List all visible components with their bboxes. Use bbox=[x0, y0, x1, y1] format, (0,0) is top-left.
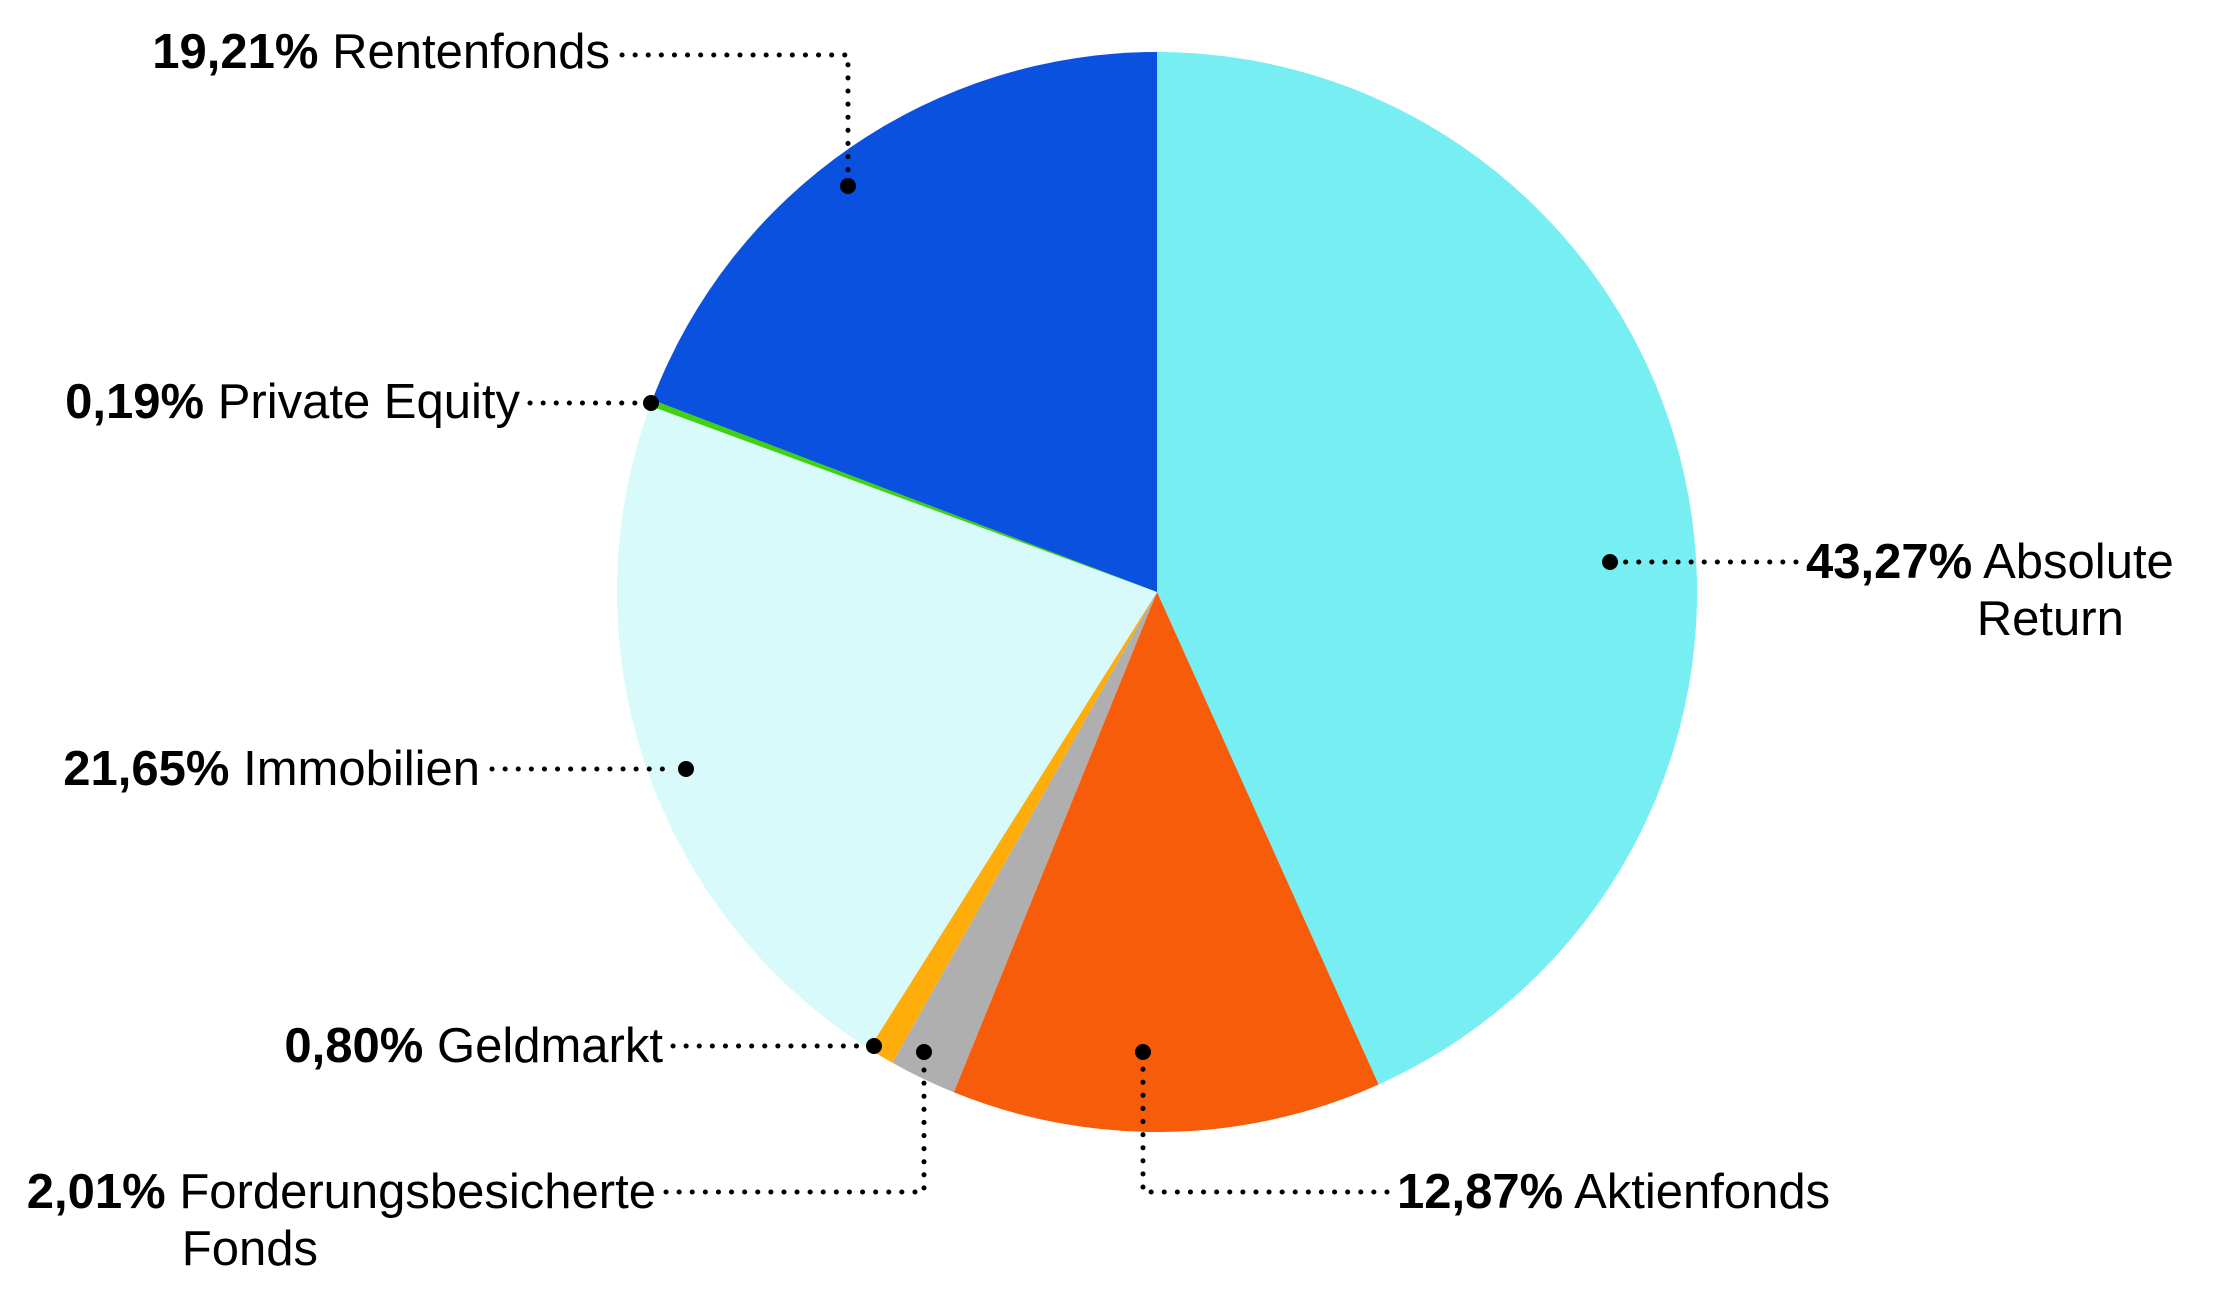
slice-name-label: Forderungsbesicherte bbox=[179, 1165, 656, 1219]
pie-slice-absolute-return bbox=[1157, 51, 1698, 1085]
anchor-dot-absolute-return bbox=[1602, 554, 1618, 570]
pie-slice-forderungsbesicherte-fonds bbox=[892, 592, 1157, 1093]
anchor-dot-rentenfonds bbox=[840, 178, 856, 194]
callout-line-2: Return bbox=[1976, 592, 2124, 646]
anchor-dot-forderungsbesicherte-fonds bbox=[916, 1044, 932, 1060]
callout-geldmarkt: 0,80% Geldmarkt bbox=[284, 1018, 663, 1075]
leader-line-rentenfonds bbox=[619, 52, 851, 177]
anchor-dot-immobilien bbox=[678, 761, 694, 777]
anchor-dot-private-equity bbox=[643, 395, 659, 411]
slice-name-label: Absolute bbox=[1983, 535, 2174, 589]
percent-label: 0,19% bbox=[65, 375, 205, 429]
slice-name-label: Aktienfonds bbox=[1574, 1165, 1831, 1219]
callout-immobilien: 21,65% Immobilien bbox=[63, 741, 480, 798]
callout-absolute-return: 43,27% Absolute Return bbox=[1806, 534, 2174, 648]
leader-line-aktienfonds bbox=[1140, 1061, 1390, 1195]
slice-name-label: Geldmarkt bbox=[436, 1019, 663, 1073]
callout-line-2: Fonds bbox=[181, 1222, 318, 1276]
callout-rentenfonds: 19,21% Rentenfonds bbox=[152, 24, 610, 81]
slice-name-label: Rentenfonds bbox=[332, 25, 610, 79]
pie-slice-rentenfonds bbox=[652, 52, 1157, 592]
percent-label: 43,27% bbox=[1806, 535, 1973, 589]
callout-aktienfonds: 12,87% Aktienfonds bbox=[1397, 1164, 1830, 1221]
pie-slice-aktienfonds bbox=[953, 592, 1379, 1133]
anchor-dot-aktienfonds bbox=[1135, 1044, 1151, 1060]
callout-line-1: 43,27% Absolute bbox=[1806, 534, 2174, 591]
slice-name-label: Immobilien bbox=[243, 742, 480, 796]
percent-label: 19,21% bbox=[152, 25, 319, 79]
percent-label: 21,65% bbox=[63, 742, 230, 796]
percent-label: 2,01% bbox=[26, 1165, 166, 1219]
callout-line-1: 2,01% Forderungsbesicherte bbox=[27, 1164, 656, 1221]
slice-name-label: Private Equity bbox=[217, 375, 520, 429]
pie-slice-immobilien bbox=[616, 405, 1157, 1049]
pie-slice-geldmarkt bbox=[869, 592, 1157, 1063]
pie-slice-private-equity bbox=[650, 399, 1157, 592]
pie-slices bbox=[616, 51, 1698, 1133]
callout-private-equity: 0,19% Private Equity bbox=[65, 374, 520, 431]
callout-forderungsbesicherte-fonds: 2,01% Forderungsbesicherte Fonds bbox=[27, 1164, 656, 1278]
callout-leader-lines bbox=[489, 52, 1799, 1195]
leader-line-forderungsbesicherte-fonds bbox=[663, 1061, 927, 1195]
anchor-dot-geldmarkt bbox=[866, 1038, 882, 1054]
percent-label: 0,80% bbox=[284, 1019, 424, 1073]
percent-label: 12,87% bbox=[1397, 1165, 1564, 1219]
